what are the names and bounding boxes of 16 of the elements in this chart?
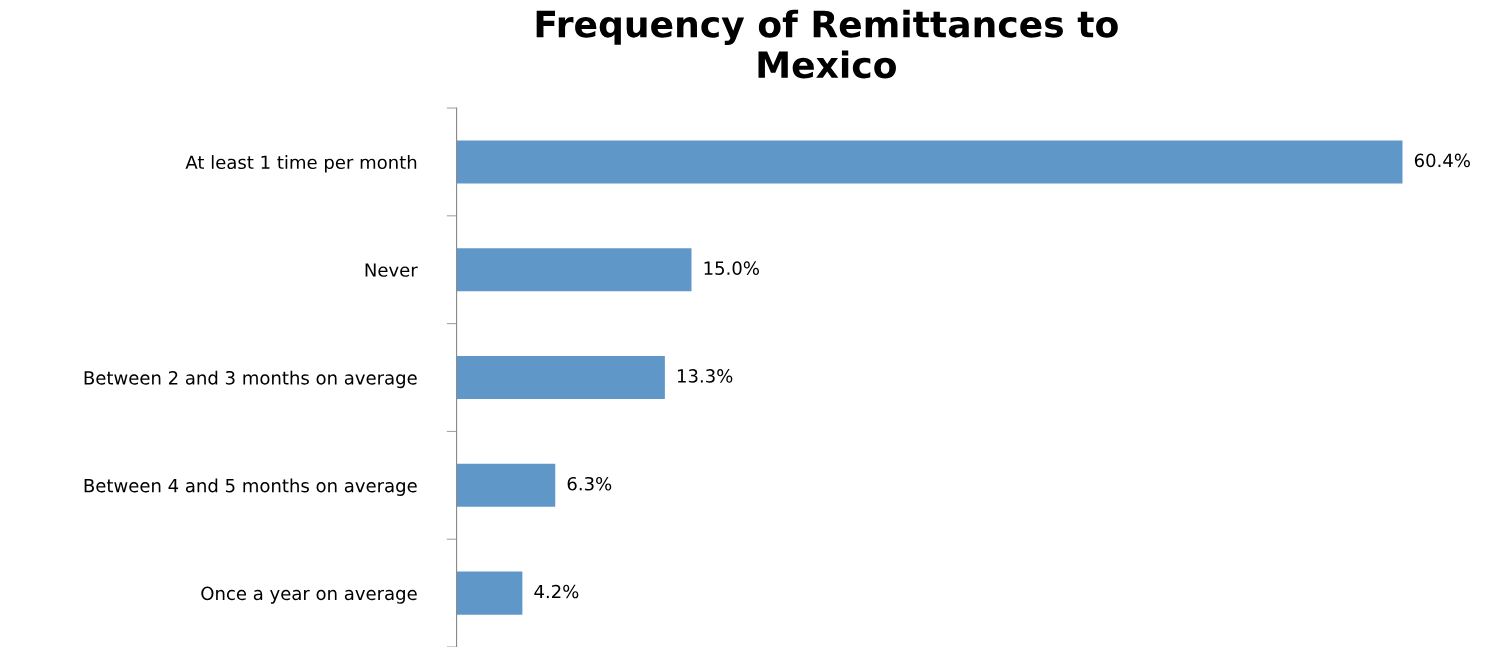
- y-tick-label: Once a year on average: [201, 586, 417, 604]
- bar: [456, 248, 692, 292]
- data-label: 60.4%: [1414, 153, 1470, 168]
- y-tick-label: Between 4 and 5 months on average: [84, 478, 417, 496]
- y-tick-label: Never: [365, 263, 418, 277]
- bar: [456, 355, 665, 400]
- y-tick-label: Between 2 and 3 months on average: [84, 370, 417, 389]
- data-label: 6.3%: [567, 476, 612, 491]
- data-label: 13.3%: [677, 369, 733, 383]
- bar: [456, 463, 556, 507]
- data-label: 15.0%: [704, 261, 759, 275]
- data-label: 4.2%: [534, 584, 579, 599]
- chart-title: Frequency of Remittances to Mexico: [536, 9, 1118, 79]
- bar: [456, 140, 1403, 184]
- y-tick-label: At least 1 time per month: [185, 155, 417, 173]
- bar: [456, 571, 523, 615]
